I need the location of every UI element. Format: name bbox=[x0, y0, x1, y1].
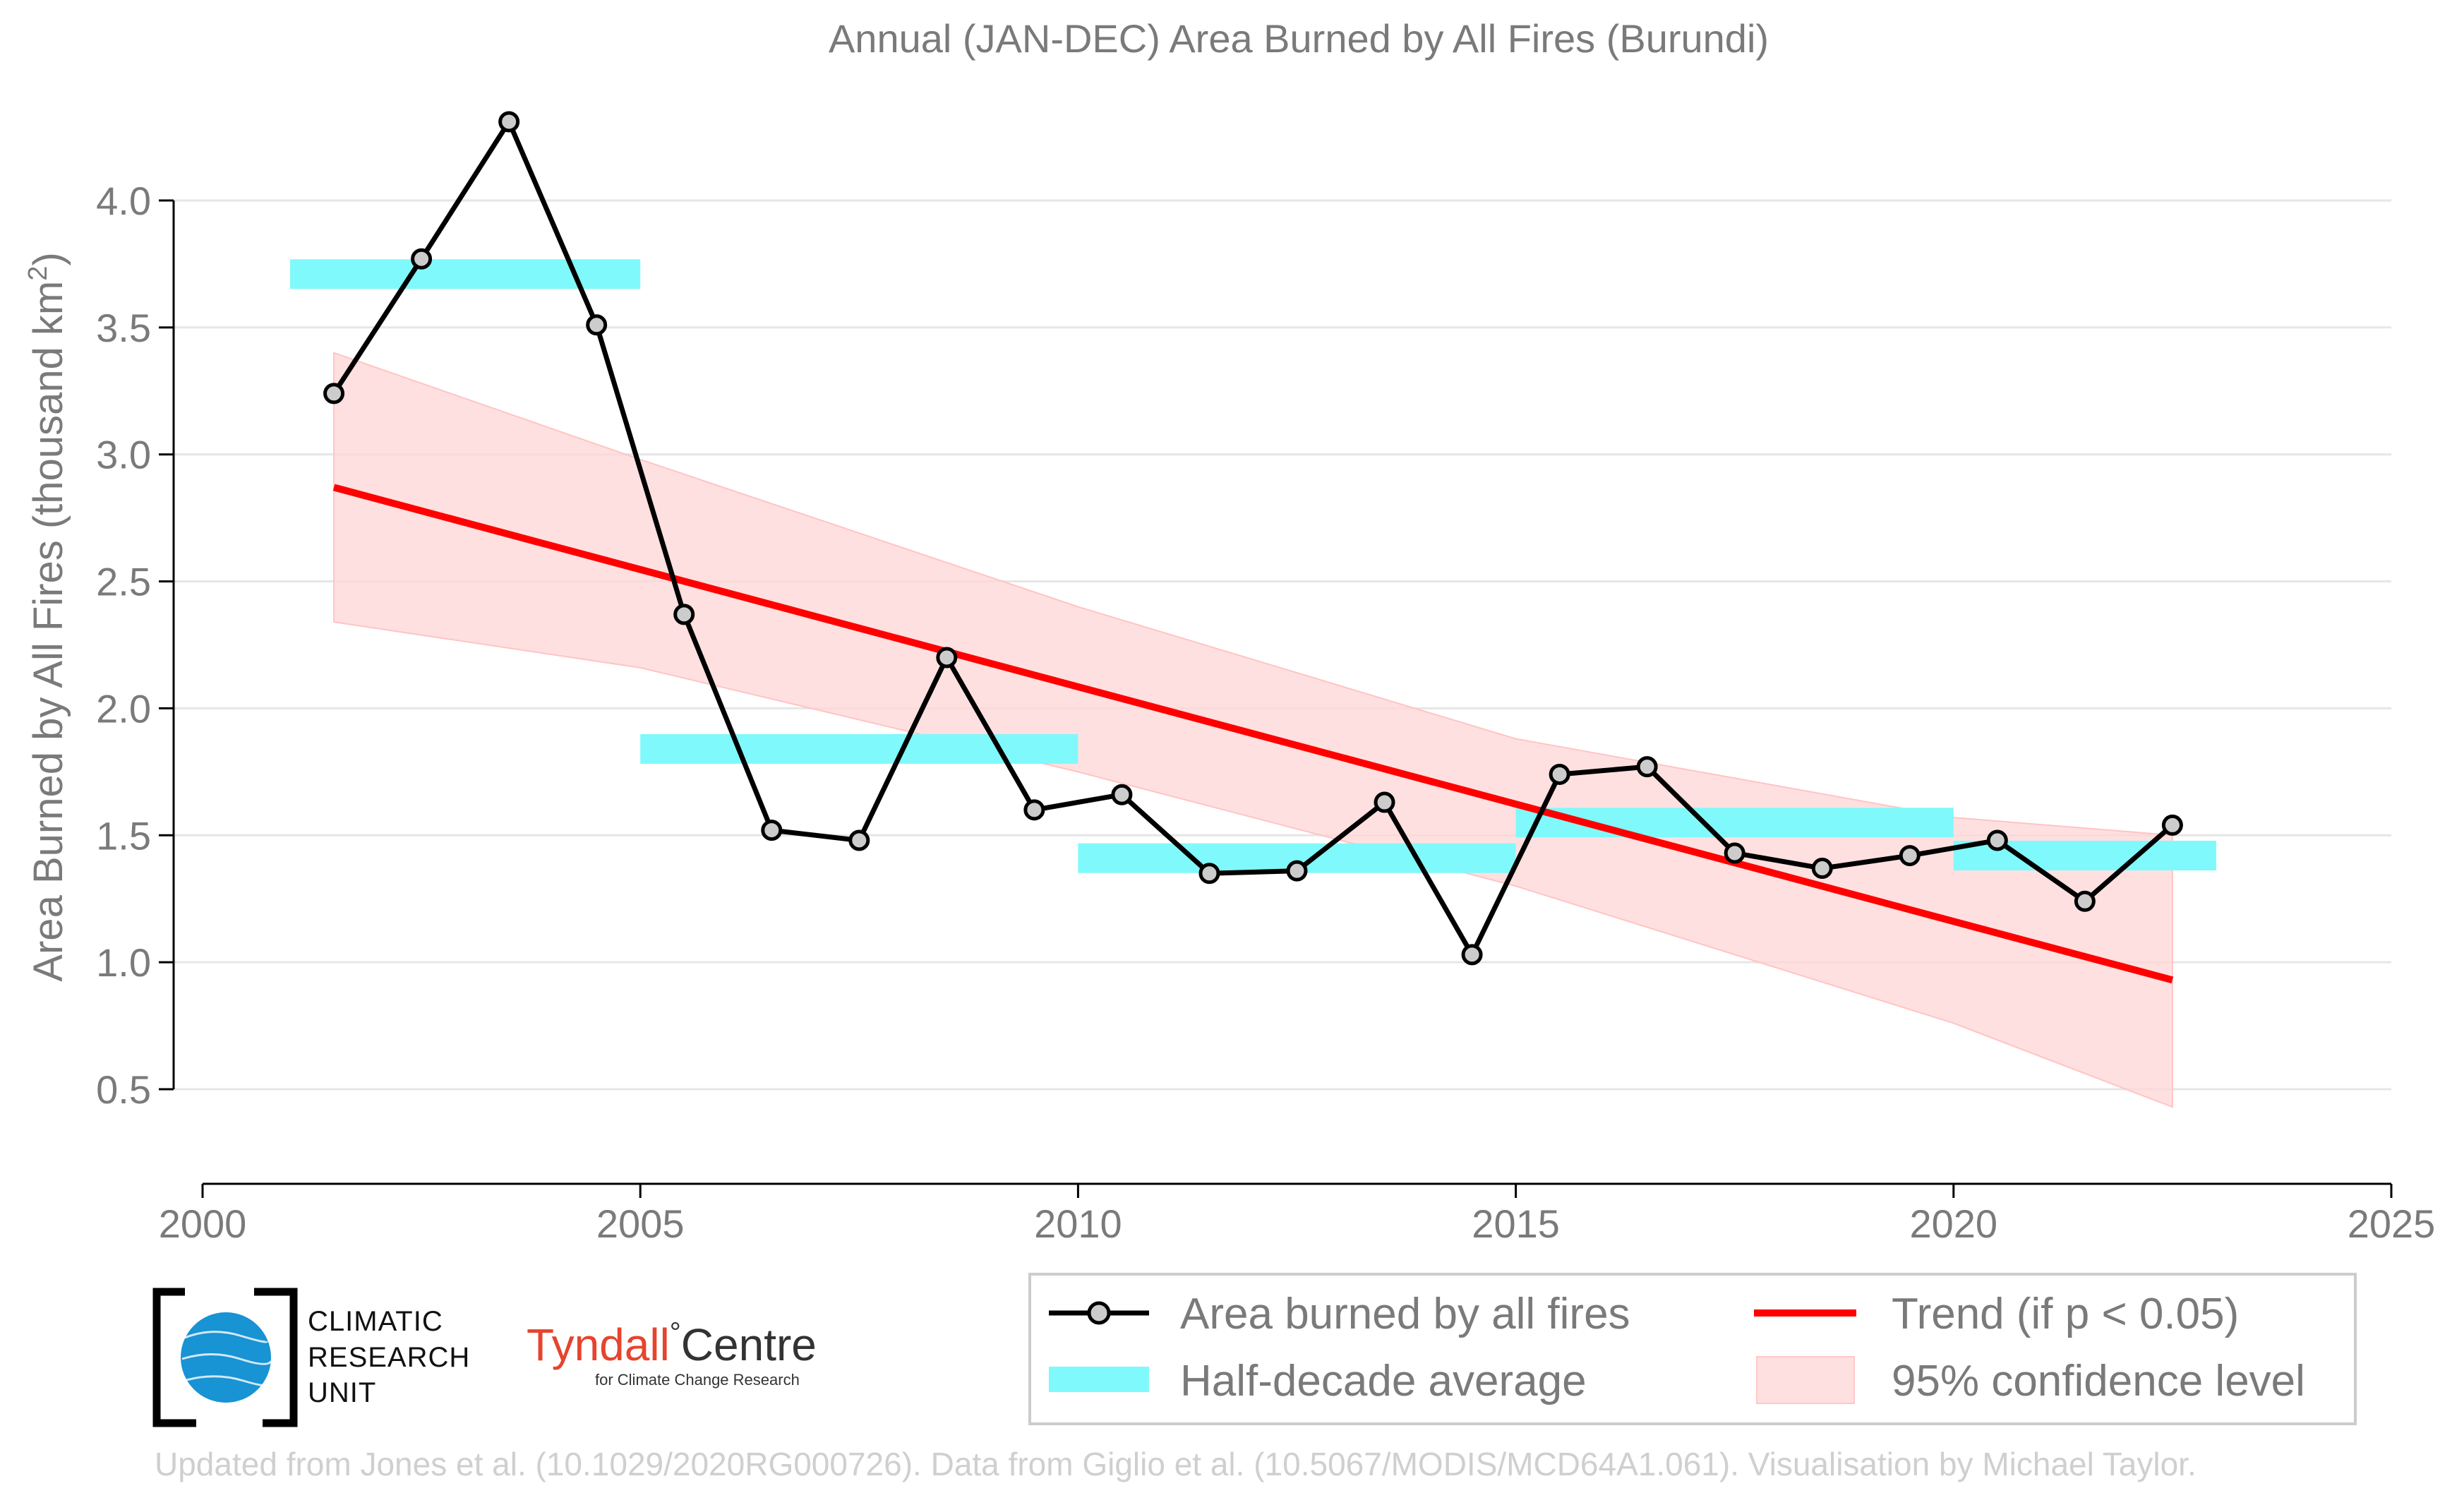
data-point bbox=[1811, 858, 1833, 880]
y-tick-label: 2.5 bbox=[96, 560, 151, 604]
confidence-band-group bbox=[333, 352, 2173, 1108]
series-line bbox=[332, 119, 2175, 957]
y-tick-label: 1.5 bbox=[96, 813, 151, 858]
credit-text: Updated from Jones et al. (10.1029/2020R… bbox=[155, 1446, 2196, 1482]
x-tick-label: 2015 bbox=[1472, 1201, 1560, 1246]
data-point bbox=[673, 604, 695, 625]
tyndall-logo: Tyndall°Centre for Climate Change Resear… bbox=[527, 1317, 817, 1389]
data-point bbox=[2161, 814, 2183, 836]
y-axis-label: Area Burned by All Fires (thousand km2) bbox=[23, 252, 71, 981]
data-point bbox=[1724, 842, 1745, 864]
data-point bbox=[936, 647, 958, 668]
half-decade-bar bbox=[290, 259, 641, 289]
data-point bbox=[1986, 829, 2008, 851]
data-point bbox=[2074, 890, 2096, 912]
legend-half-swatch bbox=[1049, 1367, 1149, 1392]
cru-logo-bracket-left bbox=[152, 1288, 196, 1427]
globe-icon bbox=[181, 1312, 271, 1403]
cru-logo-line3: UNIT bbox=[308, 1377, 376, 1408]
legend: Area burned by all fires Half-decade ave… bbox=[1028, 1273, 2357, 1425]
data-point bbox=[848, 829, 870, 851]
y-tick-label: 4.0 bbox=[96, 179, 151, 223]
data-point bbox=[1023, 799, 1045, 821]
x-tick-label: 2005 bbox=[596, 1201, 685, 1246]
legend-conf-swatch bbox=[1756, 1356, 1855, 1404]
data-point bbox=[586, 314, 608, 336]
cru-logo-line1: CLIMATIC bbox=[308, 1306, 443, 1337]
y-tick-label: 3.5 bbox=[96, 306, 151, 350]
legend-half-label: Half-decade average bbox=[1180, 1357, 1587, 1405]
cru-logo-line2: RESEARCH bbox=[308, 1342, 470, 1373]
trend-line bbox=[332, 484, 2174, 984]
x-tick-label: 2025 bbox=[2348, 1201, 2436, 1246]
tyndall-logo-wordmark: Tyndall°Centre bbox=[527, 1317, 817, 1370]
x-tick-label: 2020 bbox=[1910, 1201, 1998, 1246]
data-point bbox=[1549, 763, 1570, 785]
half-decade-bar bbox=[640, 733, 1078, 764]
y-tick-label: 2.0 bbox=[96, 686, 151, 731]
data-point bbox=[1461, 944, 1483, 966]
data-point bbox=[1111, 784, 1133, 805]
cru-logo-bracket-right bbox=[254, 1288, 298, 1427]
x-tick-label: 2000 bbox=[159, 1201, 247, 1246]
cru-logo: CLIMATIC RESEARCH UNIT bbox=[152, 1288, 470, 1427]
y-tick-label: 0.5 bbox=[96, 1067, 151, 1112]
legend-trend-label: Trend (if p < 0.05) bbox=[1892, 1290, 2239, 1338]
legend-box bbox=[1028, 1273, 2357, 1425]
x-tick-label: 2010 bbox=[1034, 1201, 1122, 1246]
data-point bbox=[1899, 845, 1921, 867]
globe-icon-contour bbox=[181, 1331, 272, 1386]
data-point bbox=[1286, 860, 1308, 882]
data-point bbox=[411, 248, 433, 270]
data-point bbox=[761, 820, 783, 841]
confidence-band bbox=[333, 352, 2173, 1108]
data-point bbox=[323, 383, 345, 404]
tyndall-logo-subtitle: for Climate Change Research bbox=[595, 1371, 800, 1389]
axes: 0.5 1.0 1.5 2.0 2.5 3.0 3.5 4.0 2000 2005 2010 2015… bbox=[96, 179, 2435, 1246]
legend-conf-label: 95% confidence level bbox=[1892, 1357, 2305, 1405]
trend-group bbox=[332, 484, 2174, 984]
legend-area-marker bbox=[1087, 1301, 1111, 1325]
data-point bbox=[1374, 791, 1395, 813]
y-tick-label: 1.0 bbox=[96, 940, 151, 985]
data-point bbox=[1636, 756, 1658, 778]
data-point bbox=[498, 111, 520, 133]
y-tick-label: 3.0 bbox=[96, 433, 151, 477]
series-group bbox=[323, 111, 2183, 966]
chart-title: Annual (JAN-DEC) Area Burned by All Fire… bbox=[829, 16, 1769, 61]
legend-area-label: Area burned by all fires bbox=[1180, 1290, 1630, 1338]
data-point bbox=[1198, 863, 1220, 885]
